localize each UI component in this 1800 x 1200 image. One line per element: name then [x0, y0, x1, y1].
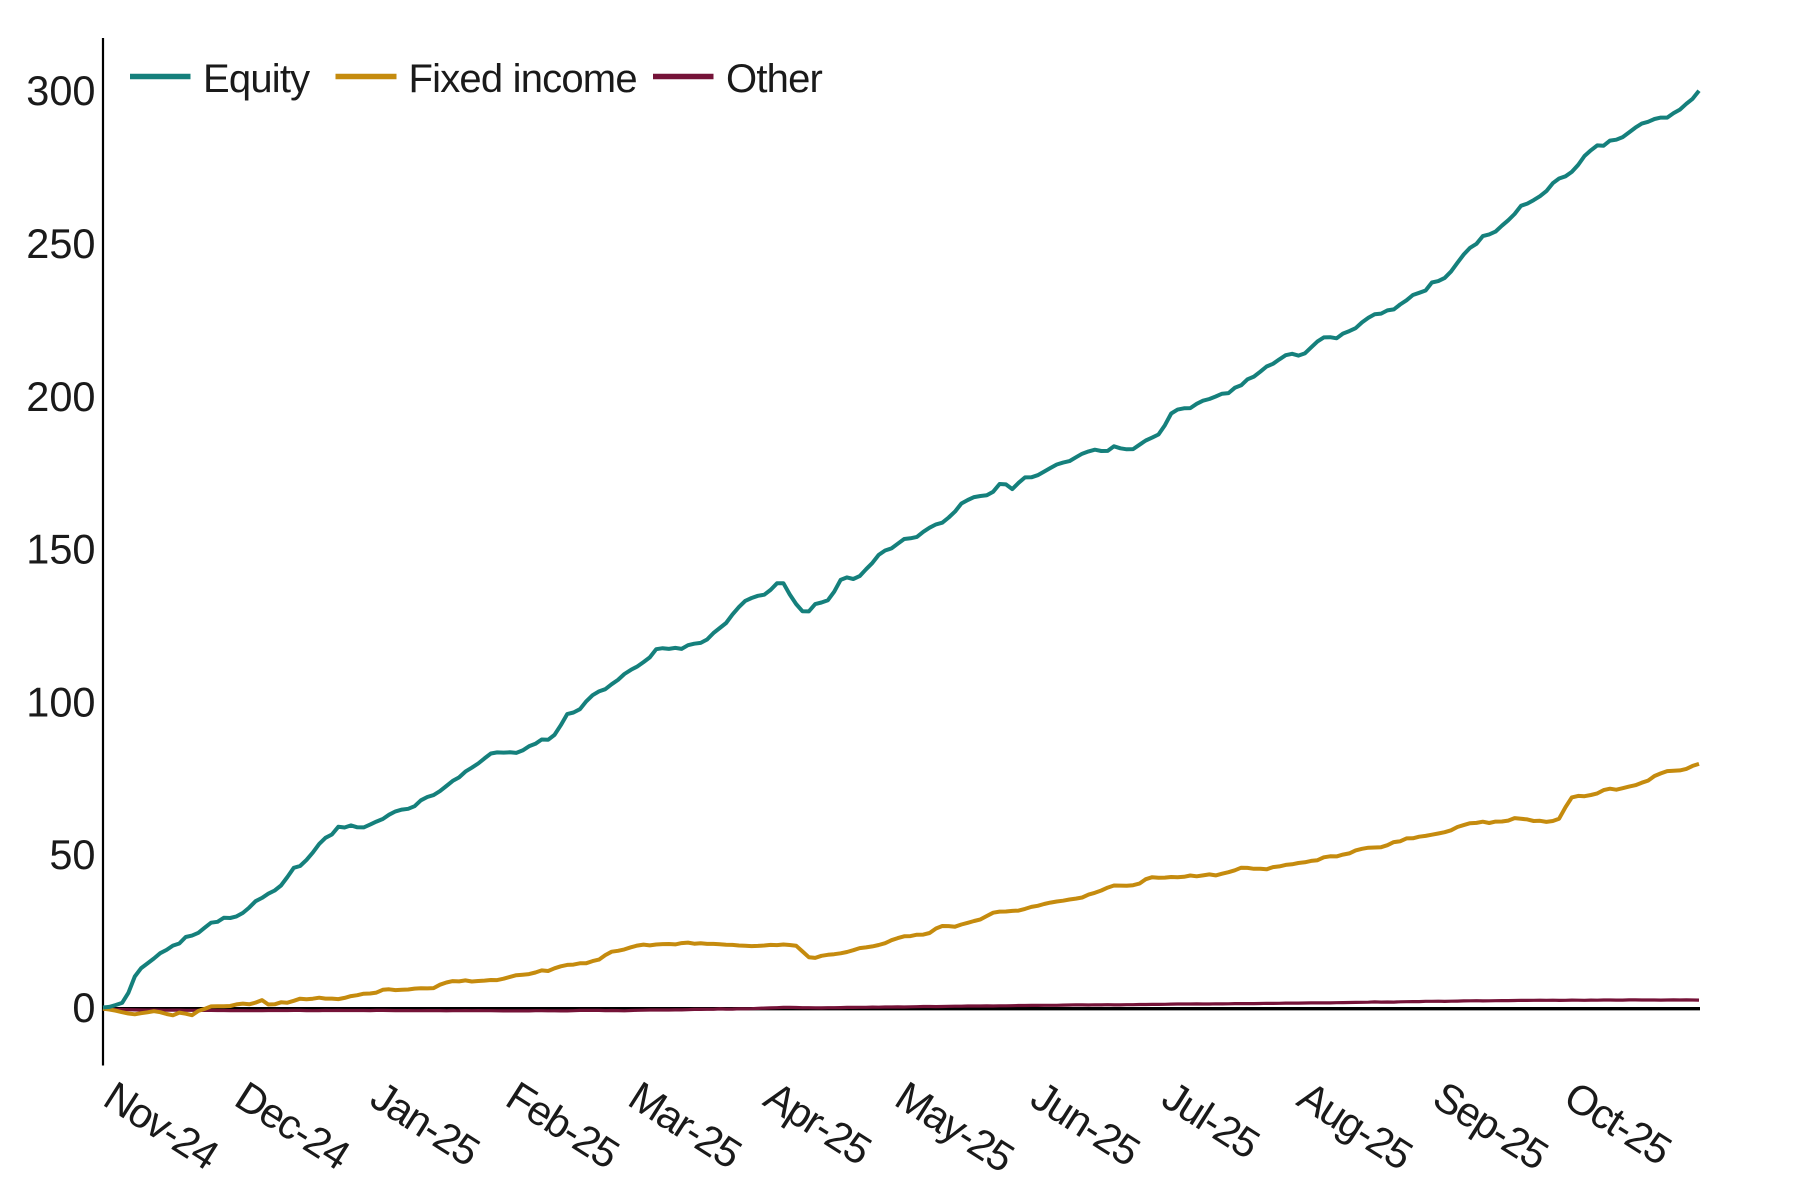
svg-text:Other: Other: [726, 57, 823, 101]
svg-text:0: 0: [72, 984, 95, 1031]
svg-text:250: 250: [26, 220, 95, 267]
svg-text:200: 200: [26, 373, 95, 420]
svg-text:Equity: Equity: [203, 57, 310, 101]
svg-text:100: 100: [26, 678, 95, 725]
svg-text:300: 300: [26, 67, 95, 114]
svg-text:50: 50: [49, 831, 95, 878]
svg-text:150: 150: [26, 526, 95, 573]
svg-text:Fixed income: Fixed income: [409, 57, 637, 101]
